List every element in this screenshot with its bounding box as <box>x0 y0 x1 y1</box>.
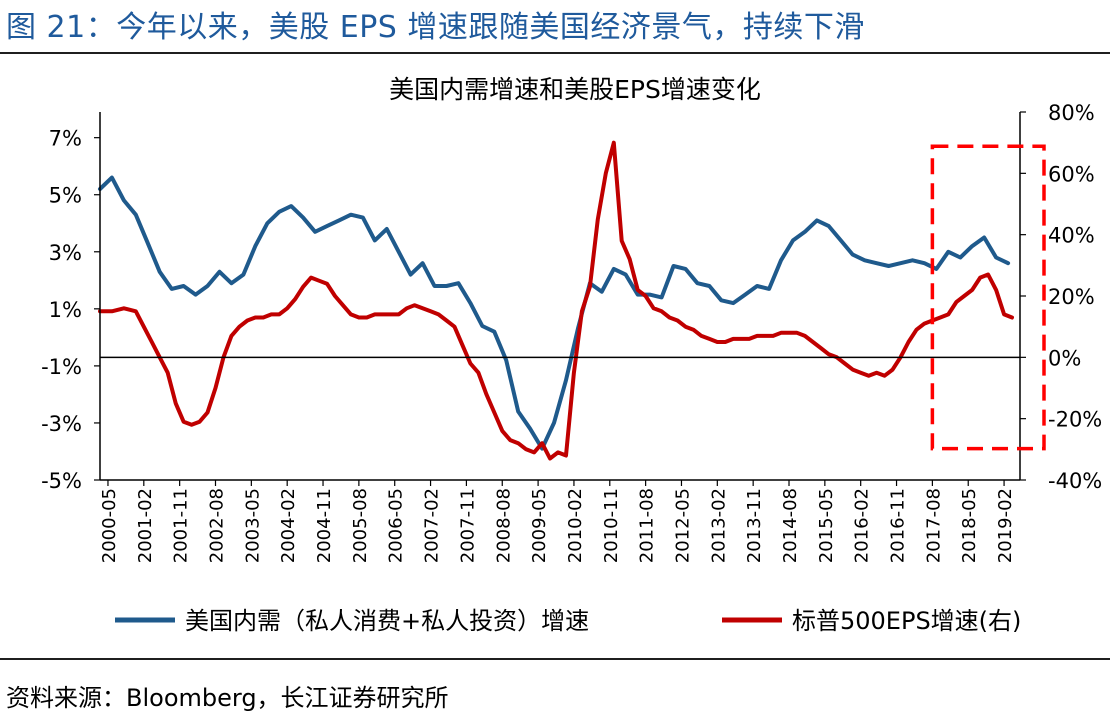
left-tick-label: -5% <box>41 469 82 493</box>
x-tick-label: 2018-05 <box>959 488 980 563</box>
x-tick-label: 2007-11 <box>457 488 478 563</box>
figure-title: 图 21：今年以来，美股 EPS 增速跟随美国经济景气，持续下滑 <box>6 10 865 45</box>
x-tick-label: 2010-11 <box>601 488 622 563</box>
left-tick-label: -3% <box>41 412 82 436</box>
legend-label: 标普500EPS增速(右) <box>792 607 1021 635</box>
chart-title: 美国内需增速和美股EPS增速变化 <box>389 75 761 104</box>
x-tick-label: 2016-02 <box>852 488 873 563</box>
x-tick-label: 2013-02 <box>708 488 729 563</box>
x-tick-label: 2002-08 <box>206 488 227 563</box>
figure-source: 资料来源：Bloomberg，长江证券研究所 <box>6 684 449 712</box>
right-tick-label: -20% <box>1048 408 1102 432</box>
x-tick-label: 2007-02 <box>422 488 443 563</box>
right-tick-label: -40% <box>1048 469 1102 493</box>
x-tick-label: 2000-05 <box>99 488 120 563</box>
x-tick-label: 2004-02 <box>278 488 299 563</box>
x-tick-label: 2019-02 <box>995 488 1016 563</box>
right-tick-label: 0% <box>1048 346 1081 370</box>
x-tick-label: 2014-08 <box>780 488 801 563</box>
x-tick-label: 2016-11 <box>888 488 909 563</box>
top-rule <box>0 52 1110 54</box>
x-tick-label: 2006-05 <box>386 488 407 563</box>
x-tick-label: 2011-08 <box>637 488 658 563</box>
x-tick-label: 2009-05 <box>529 488 550 563</box>
left-tick-label: -1% <box>41 355 82 379</box>
x-tick-label: 2003-05 <box>242 488 263 563</box>
x-tick-label: 2001-11 <box>171 488 192 563</box>
left-tick-label: 3% <box>49 241 82 265</box>
x-tick-label: 2005-08 <box>350 488 371 563</box>
x-tick-label: 2017-08 <box>923 488 944 563</box>
right-tick-label: 20% <box>1048 285 1095 309</box>
x-tick-label: 2015-05 <box>816 488 837 563</box>
domestic-demand-growth-line <box>98 175 1011 451</box>
x-tick-label: 2013-11 <box>744 488 765 563</box>
sp500-eps-growth-line <box>98 140 1014 461</box>
left-tick-label: 7% <box>49 127 82 151</box>
right-tick-label: 60% <box>1048 162 1095 186</box>
right-tick-label: 80% <box>1048 101 1095 125</box>
x-tick-label: 2010-02 <box>565 488 586 563</box>
x-tick-label: 2008-08 <box>493 488 514 563</box>
bottom-rule <box>0 658 1110 660</box>
left-tick-label: 5% <box>49 184 82 208</box>
left-tick-label: 1% <box>49 298 82 322</box>
legend-label: 美国内需（私人消费+私人投资）增速 <box>185 607 589 635</box>
x-tick-label: 2001-02 <box>135 488 156 563</box>
right-tick-label: 40% <box>1048 224 1095 248</box>
x-tick-label: 2004-11 <box>314 488 335 563</box>
x-tick-label: 2012-05 <box>672 488 693 563</box>
highlight-box <box>930 144 1046 451</box>
